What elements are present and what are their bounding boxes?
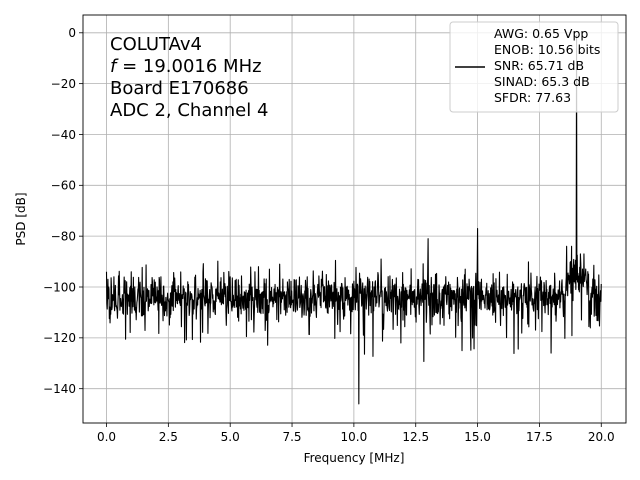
- annotation-line-2: f = 19.0016 MHz: [110, 56, 262, 77]
- annotation-line-3: Board E170686: [110, 78, 249, 99]
- y-tick-label: −100: [43, 280, 76, 294]
- x-tick-label: 7.5: [282, 430, 301, 444]
- annotation-line-4: ADC 2, Channel 4: [110, 100, 268, 121]
- y-tick-label: −80: [51, 229, 76, 243]
- psd-series-line: [105, 34, 602, 405]
- y-tick-label: 0: [68, 26, 76, 40]
- series-layer: [105, 34, 602, 405]
- legend-entry-2: ENOB: 10.56 bits: [494, 42, 600, 57]
- x-axis-ticks: 0.0 2.5 5.0 7.5 10.0 12.5 15.0 17.5 20.0: [97, 423, 615, 444]
- annotation-f-symbol: f: [110, 56, 119, 77]
- legend-entry-5: SFDR: 77.63: [494, 90, 571, 105]
- x-axis-label: Frequency [MHz]: [304, 451, 405, 465]
- y-tick-label: −140: [43, 382, 76, 396]
- legend-entry-4: SINAD: 65.3 dB: [494, 74, 590, 89]
- legend: AWG: 0.65 Vpp ENOB: 10.56 bits SNR: 65.7…: [449, 21, 619, 113]
- x-tick-label: 2.5: [159, 430, 178, 444]
- plot-frame: [82, 14, 627, 424]
- y-tick-label: −40: [51, 128, 76, 142]
- x-tick-label: 17.5: [526, 430, 553, 444]
- legend-entry-1: AWG: 0.65 Vpp: [494, 26, 588, 41]
- grid-lines: [83, 15, 626, 423]
- legend-entry-3: SNR: 65.71 dB: [494, 58, 584, 73]
- y-tick-label: −120: [43, 331, 76, 345]
- x-tick-label: 10.0: [341, 430, 368, 444]
- annotation-block: COLUTAv4 f = 19.0016 MHz Board E170686 A…: [110, 34, 268, 121]
- annotation-line-1: COLUTAv4: [110, 34, 202, 55]
- annotation-frequency: = 19.0016 MHz: [122, 56, 261, 77]
- y-tick-label: −20: [51, 77, 76, 91]
- x-tick-label: 12.5: [402, 430, 429, 444]
- legend-box: [449, 21, 619, 113]
- x-tick-label: 0.0: [97, 430, 116, 444]
- x-tick-label: 20.0: [588, 430, 615, 444]
- x-tick-label: 15.0: [464, 430, 491, 444]
- y-tick-label: −60: [51, 179, 76, 193]
- x-tick-label: 5.0: [221, 430, 240, 444]
- y-axis-ticks: 0 −20 −40 −60 −80 −100 −120 −140: [43, 26, 83, 396]
- y-axis-label: PSD [dB]: [14, 192, 28, 245]
